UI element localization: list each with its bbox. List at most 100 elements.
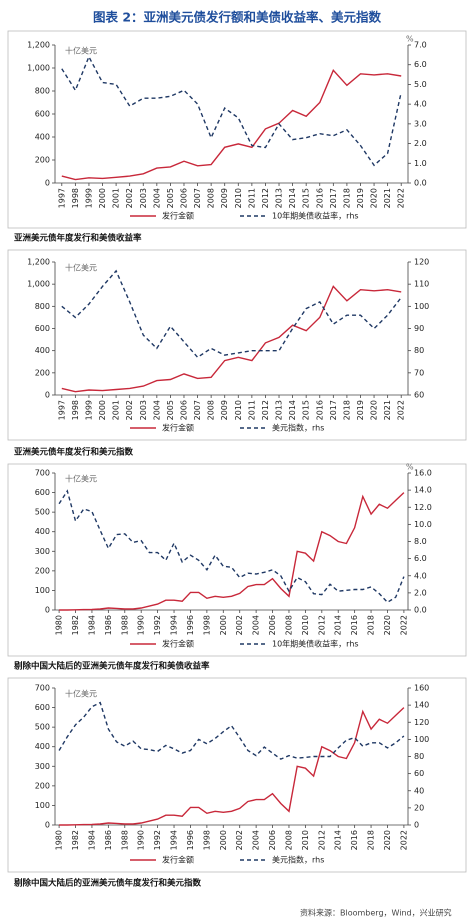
x-tick-label: 2000 (219, 615, 228, 635)
y-tick-label: 200 (35, 156, 50, 165)
x-tick-label: 1990 (137, 615, 146, 635)
x-tick-label: 1997 (57, 188, 66, 208)
y2-tick-label: 2.0 (414, 588, 427, 597)
y2-tick-label: 4.0 (414, 571, 427, 580)
x-tick-label: 1988 (120, 830, 129, 850)
unit-label: 十亿美元 (65, 263, 97, 273)
y2-tick-label: 4.0 (414, 100, 427, 109)
series-line (61, 285, 402, 393)
y-tick-label: 0 (45, 821, 50, 830)
y-tick-label: 200 (35, 566, 50, 575)
y-tick-label: 0 (45, 391, 50, 400)
y-tick-label: 300 (35, 547, 50, 556)
x-tick-label: 2012 (261, 400, 270, 420)
series-line (58, 489, 405, 604)
source: 资料来源：Bloomberg，Wind，兴业研究 (300, 908, 452, 918)
y-tick-label: 400 (35, 346, 50, 355)
y-tick-label: 100 (35, 801, 50, 810)
x-tick-label: 2020 (370, 188, 379, 208)
y2-tick-label: 110 (414, 280, 429, 289)
x-tick-label: 2022 (399, 615, 408, 635)
y-tick-label: 100 (35, 586, 50, 595)
y-tick-label: 200 (35, 781, 50, 790)
chart-frame (7, 249, 467, 441)
x-tick-label: 2004 (152, 188, 161, 208)
x-tick-label: 1988 (120, 615, 129, 635)
x-tick-label: 1992 (153, 615, 162, 635)
x-tick-label: 2011 (247, 188, 256, 208)
x-tick-label: 2016 (315, 188, 324, 208)
legend-label: 10年期美债收益率，rhs (272, 211, 359, 221)
x-tick-label: 2022 (399, 830, 408, 850)
x-tick-label: 1982 (71, 830, 80, 850)
y-tick-label: 500 (35, 723, 50, 732)
chart-caption: 剔除中国大陆后的亚洲美元债年度发行和美元指数 (13, 878, 202, 889)
x-tick-label: 1998 (71, 188, 80, 208)
x-tick-label: 1984 (87, 615, 96, 635)
y-tick-label: 600 (35, 703, 50, 712)
x-tick-label: 2014 (288, 400, 297, 420)
x-tick-label: 2006 (268, 615, 277, 635)
x-tick-label: 1980 (55, 830, 64, 850)
y2-tick-label: 40 (414, 786, 424, 795)
x-tick-label: 2002 (125, 188, 134, 208)
y-tick-label: 1,200 (27, 41, 50, 50)
legend-label: 10年期美债收益率，rhs (272, 639, 359, 649)
y2-tick-label: 2.0 (414, 139, 427, 148)
x-tick-label: 2008 (284, 830, 293, 850)
chart-frame (7, 30, 467, 229)
y2-tick-label: 12.0 (414, 503, 432, 512)
chart-frame (7, 463, 467, 657)
x-tick-label: 2006 (179, 400, 188, 420)
x-tick-label: 1982 (71, 615, 80, 635)
y-tick-label: 1,200 (27, 258, 50, 267)
x-tick-label: 1990 (137, 830, 146, 850)
x-tick-label: 2001 (112, 188, 121, 208)
y2-tick-label: 80 (414, 346, 424, 355)
legend-label: 发行金额 (162, 855, 194, 865)
unit-label-right: % (406, 463, 414, 472)
x-tick-label: 2010 (234, 400, 243, 420)
x-tick-label: 2013 (275, 188, 284, 208)
x-tick-label: 2000 (98, 400, 107, 420)
x-tick-label: 2020 (370, 400, 379, 420)
x-tick-label: 1996 (186, 615, 195, 635)
chart-caption: 亚洲美元债年度发行和美债收益率 (14, 233, 142, 244)
y-tick-label: 400 (35, 133, 50, 142)
y2-tick-label: 60 (414, 391, 424, 400)
x-tick-label: 2018 (367, 830, 376, 850)
x-tick-label: 2020 (383, 615, 392, 635)
y-tick-label: 700 (35, 469, 50, 478)
x-tick-label: 1998 (202, 615, 211, 635)
y2-tick-label: 14.0 (414, 486, 432, 495)
x-tick-label: 1994 (170, 830, 179, 850)
x-tick-label: 2004 (252, 615, 261, 635)
y-tick-label: 200 (35, 368, 50, 377)
y-tick-label: 800 (35, 87, 50, 96)
x-tick-label: 1998 (71, 400, 80, 420)
y-tick-label: 400 (35, 527, 50, 536)
x-tick-label: 2008 (207, 188, 216, 208)
y2-tick-label: 16.0 (414, 469, 432, 478)
x-tick-label: 2016 (315, 400, 324, 420)
x-tick-label: 2010 (234, 188, 243, 208)
unit-label: 十亿美元 (65, 689, 97, 699)
x-tick-label: 2010 (301, 830, 310, 850)
x-tick-label: 2012 (317, 615, 326, 635)
y-tick-label: 0 (45, 606, 50, 615)
x-tick-label: 1992 (153, 830, 162, 850)
x-tick-label: 1998 (202, 830, 211, 850)
x-tick-label: 1980 (55, 615, 64, 635)
y-tick-label: 500 (35, 508, 50, 517)
x-tick-label: 1984 (87, 830, 96, 850)
x-tick-label: 2002 (125, 400, 134, 420)
x-tick-label: 2003 (139, 400, 148, 420)
legend-label: 美元指数，rhs (272, 855, 324, 865)
y2-tick-label: 70 (414, 368, 424, 377)
series-line (61, 55, 402, 167)
x-tick-label: 2012 (317, 830, 326, 850)
legend-label: 发行金额 (162, 423, 194, 433)
y2-tick-label: 20 (414, 803, 424, 812)
unit-label-right: % (406, 35, 414, 44)
